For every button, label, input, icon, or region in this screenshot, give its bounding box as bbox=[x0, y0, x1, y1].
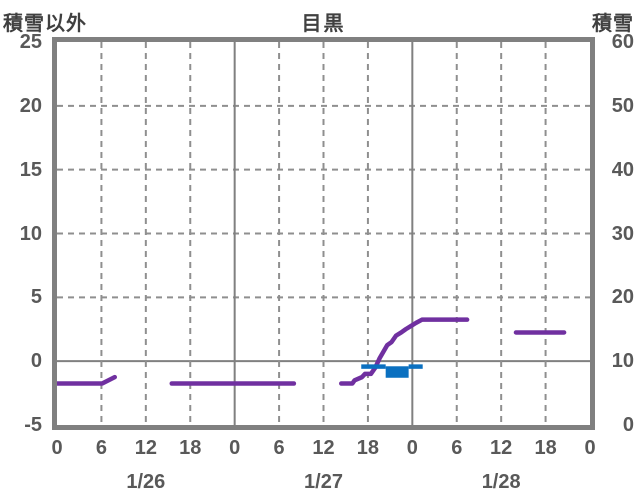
hour-tick-label: 0 bbox=[406, 437, 418, 459]
hour-tick-label: 18 bbox=[356, 437, 380, 459]
hour-tick-label: 6 bbox=[451, 437, 463, 459]
hour-tick-label: 0 bbox=[51, 437, 63, 459]
left-axis-title: 積雪以外 bbox=[3, 13, 87, 35]
right-axis-tick-label: 20 bbox=[611, 286, 634, 309]
left-axis-tick-label: 0 bbox=[30, 350, 42, 373]
snow-depth-line bbox=[339, 317, 470, 386]
right-axis-tick-label: 50 bbox=[611, 94, 634, 117]
blue-bar bbox=[385, 366, 409, 378]
right-axis-tick-label: 60 bbox=[611, 31, 634, 53]
hour-tick-label: 18 bbox=[179, 437, 202, 459]
right-axis-tick-label: 30 bbox=[611, 222, 634, 245]
chart-title: 目黒 bbox=[301, 13, 346, 35]
date-label: 1/28 bbox=[481, 471, 521, 493]
left-axis-tick-label: 5 bbox=[30, 286, 42, 309]
hour-tick-label: 0 bbox=[584, 437, 596, 459]
hour-tick-label: 6 bbox=[273, 437, 285, 459]
blue-bar bbox=[361, 364, 386, 369]
right-axis-tick-label: 0 bbox=[622, 414, 634, 436]
right-axis-tick-label: 40 bbox=[611, 158, 634, 181]
left-axis-tick-label: -5 bbox=[24, 414, 42, 436]
right-axis-tick-label: 10 bbox=[611, 350, 634, 373]
date-label: 1/26 bbox=[126, 471, 166, 493]
left-axis-tick-label: 15 bbox=[19, 158, 42, 181]
hour-tick-label: 6 bbox=[95, 437, 107, 459]
hour-tick-label: 0 bbox=[229, 437, 241, 459]
snow-depth-line bbox=[57, 374, 117, 386]
left-axis-tick-label: 10 bbox=[19, 222, 42, 245]
date-label: 1/27 bbox=[304, 471, 343, 493]
hour-tick-label: 12 bbox=[312, 437, 335, 459]
plot-canvas bbox=[57, 42, 590, 425]
left-axis-tick-label: 25 bbox=[19, 31, 42, 53]
hour-tick-label: 18 bbox=[534, 437, 557, 459]
right-axis-title: 積雪 bbox=[592, 13, 634, 35]
hour-tick-label: 12 bbox=[134, 437, 157, 459]
hour-tick-label: 12 bbox=[490, 437, 513, 459]
plot-area bbox=[52, 37, 595, 430]
blue-bar bbox=[408, 364, 423, 369]
left-axis-tick-label: 20 bbox=[19, 94, 42, 117]
